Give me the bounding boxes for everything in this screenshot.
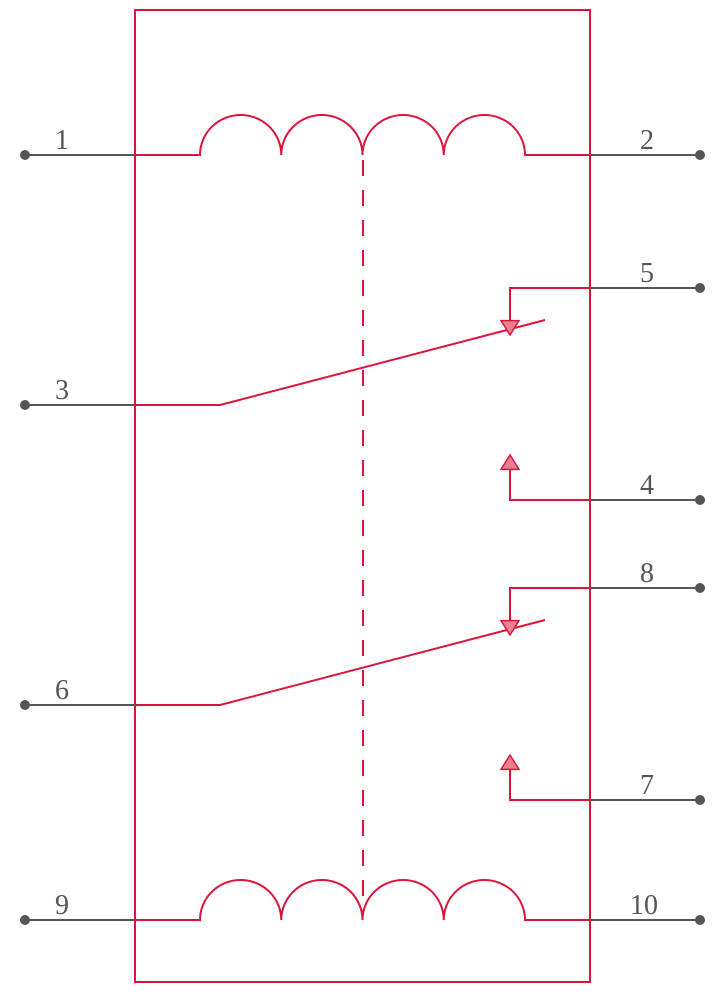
pin-2-label: 2	[640, 125, 654, 156]
pin-4-label: 4	[640, 470, 654, 501]
pin-6-terminal	[20, 700, 30, 710]
pin-8-label: 8	[640, 558, 654, 589]
pin-8-terminal	[695, 583, 705, 593]
pin-5-terminal	[695, 283, 705, 293]
relay-schematic: 1 2 5 3 4 8 6 7 9 10	[0, 0, 726, 1000]
pin-4-terminal	[695, 495, 705, 505]
pin-5-label: 5	[640, 258, 654, 289]
pin-6-label: 6	[55, 675, 69, 706]
pin-9-terminal	[20, 915, 30, 925]
pin-3-terminal	[20, 400, 30, 410]
pin-3-label: 3	[55, 375, 69, 406]
pin-2-terminal	[695, 150, 705, 160]
pin-9-label: 9	[55, 890, 69, 921]
pin-7-terminal	[695, 795, 705, 805]
pin-1-label: 1	[55, 125, 69, 156]
pin-10-label: 10	[630, 890, 658, 921]
pin-10-terminal	[695, 915, 705, 925]
pin-7-label: 7	[640, 770, 654, 801]
pin-1-terminal	[20, 150, 30, 160]
